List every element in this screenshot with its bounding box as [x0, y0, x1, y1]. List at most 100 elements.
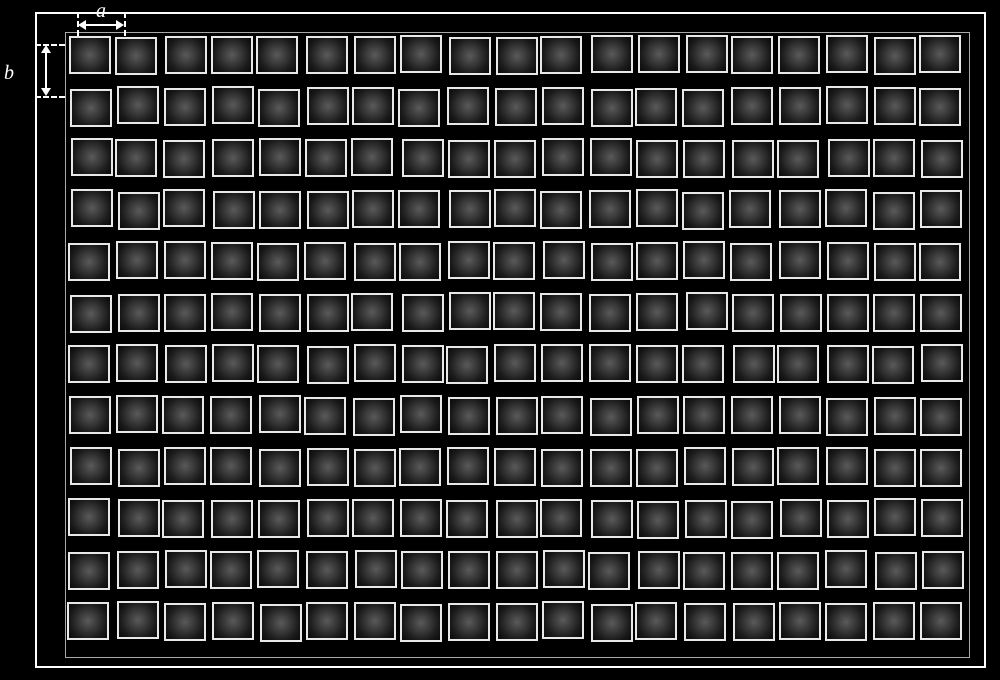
- spot-cell: [398, 190, 440, 228]
- spot-cell: [731, 87, 773, 125]
- spot-cell: [211, 500, 253, 538]
- spot-outline: [827, 345, 869, 383]
- spot-cell: [543, 241, 585, 279]
- spot-outline: [398, 190, 440, 228]
- spot-outline: [779, 190, 821, 228]
- spot-outline: [210, 447, 252, 485]
- spot-outline: [496, 500, 538, 538]
- spot-outline: [638, 551, 680, 589]
- spot-outline: [731, 396, 773, 434]
- spot-cell: [116, 344, 158, 382]
- spot-outline: [71, 138, 113, 176]
- spot-cell: [636, 345, 678, 383]
- spot-cell: [164, 294, 206, 332]
- spot-outline: [826, 86, 868, 124]
- spot-outline: [542, 138, 584, 176]
- spot-cell: [307, 191, 349, 229]
- spot-outline: [401, 551, 443, 589]
- spot-cell: [542, 601, 584, 639]
- spot-cell: [920, 398, 962, 436]
- spot-outline: [70, 447, 112, 485]
- spot-cell: [68, 345, 110, 383]
- spot-outline: [729, 190, 771, 228]
- spot-cell: [446, 500, 488, 538]
- spot-outline: [449, 37, 491, 75]
- spot-outline: [68, 498, 110, 536]
- spot-outline: [164, 603, 206, 641]
- spot-outline: [212, 86, 254, 124]
- spot-cell: [352, 87, 394, 125]
- spot-cell: [731, 501, 773, 539]
- spot-outline: [446, 500, 488, 538]
- spot-cell: [637, 396, 679, 434]
- spot-outline: [494, 140, 536, 178]
- spot-cell: [874, 449, 916, 487]
- spot-outline: [921, 499, 963, 537]
- spot-cell: [826, 35, 868, 73]
- spot-outline: [118, 449, 160, 487]
- spot-cell: [164, 88, 206, 126]
- spot-outline: [779, 87, 821, 125]
- spot-outline: [402, 139, 444, 177]
- spot-cell: [683, 140, 725, 178]
- spot-outline: [591, 604, 633, 642]
- spot-cell: [258, 500, 300, 538]
- spot-outline: [258, 89, 300, 127]
- spot-outline: [354, 344, 396, 382]
- spot-outline: [541, 396, 583, 434]
- spot-outline: [446, 346, 488, 384]
- spot-outline: [494, 189, 536, 227]
- spot-outline: [118, 294, 160, 332]
- spot-outline: [635, 602, 677, 640]
- spot-outline: [117, 601, 159, 639]
- spot-cell: [496, 551, 538, 589]
- spot-cell: [116, 241, 158, 279]
- spot-outline: [211, 293, 253, 331]
- spot-cell: [165, 345, 207, 383]
- spot-outline: [449, 292, 491, 330]
- spot-outline: [115, 37, 157, 75]
- spot-outline: [637, 501, 679, 539]
- spot-cell: [493, 242, 535, 280]
- spot-outline: [825, 603, 867, 641]
- spot-outline: [826, 35, 868, 73]
- spot-outline: [70, 295, 112, 333]
- spot-cell: [591, 89, 633, 127]
- spot-outline: [162, 500, 204, 538]
- spot-cell: [919, 35, 961, 73]
- spot-outline: [636, 345, 678, 383]
- spot-outline: [779, 396, 821, 434]
- spot-cell: [304, 397, 346, 435]
- spot-cell: [542, 138, 584, 176]
- spot-cell: [447, 87, 489, 125]
- dimension-a-label: a: [96, 0, 106, 23]
- spot-outline: [212, 602, 254, 640]
- spot-outline: [682, 89, 724, 127]
- spot-cell: [873, 192, 915, 230]
- spot-cell: [496, 500, 538, 538]
- spot-cell: [919, 243, 961, 281]
- spot-outline: [399, 448, 441, 486]
- spot-outline: [920, 449, 962, 487]
- spot-cell: [351, 138, 393, 176]
- spot-cell: [683, 241, 725, 279]
- spot-outline: [449, 190, 491, 228]
- spot-outline: [873, 294, 915, 332]
- spot-cell: [115, 37, 157, 75]
- spot-outline: [683, 140, 725, 178]
- dimension-b-tick-bottom: [35, 96, 65, 98]
- spot-cell: [211, 293, 253, 331]
- spot-outline: [307, 499, 349, 537]
- spot-outline: [874, 449, 916, 487]
- spot-outline: [165, 345, 207, 383]
- spot-cell: [591, 604, 633, 642]
- spot-cell: [68, 243, 110, 281]
- spot-outline: [71, 189, 113, 227]
- spot-outline: [257, 550, 299, 588]
- spot-cell: [400, 499, 442, 537]
- spot-cell: [779, 396, 821, 434]
- spot-cell: [732, 448, 774, 486]
- spot-cell: [872, 346, 914, 384]
- spot-outline: [779, 241, 821, 279]
- spot-cell: [777, 140, 819, 178]
